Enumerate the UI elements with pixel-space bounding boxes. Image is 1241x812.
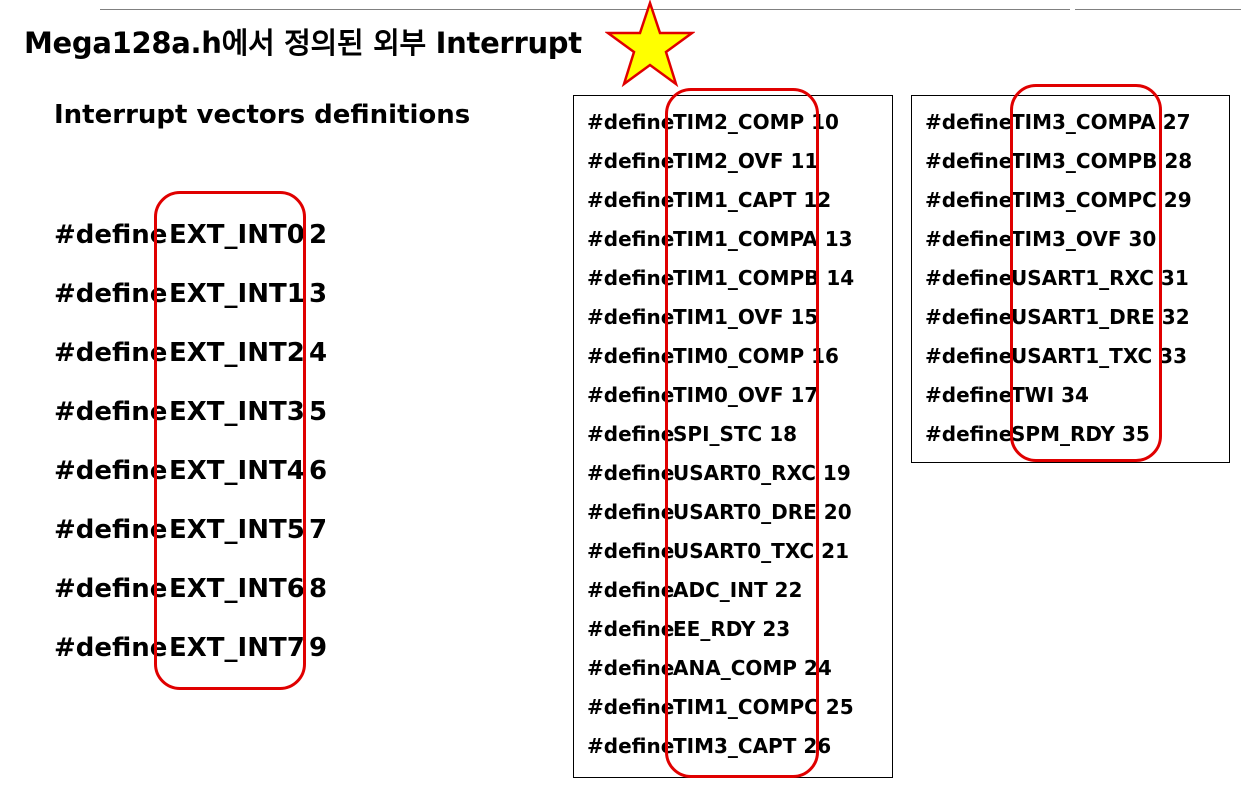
define-keyword: #define xyxy=(587,383,675,407)
vector-definition: TIM3_COMPB 28 xyxy=(1011,149,1193,173)
section-heading: Interrupt vectors definitions xyxy=(54,100,471,130)
vector-definition: EE_RDY 23 xyxy=(673,617,791,641)
vector-definition: SPM_RDY 35 xyxy=(1011,422,1150,446)
vector-definition: ANA_COMP 24 xyxy=(673,656,832,680)
define-keyword: #define xyxy=(587,617,675,641)
define-keyword: #define xyxy=(587,461,675,485)
interrupt-number: 5 xyxy=(309,397,328,427)
define-keyword: #define xyxy=(587,344,675,368)
define-keyword: #define xyxy=(54,279,168,309)
vector-definition: USART0_DRE 20 xyxy=(673,500,852,524)
define-keyword: #define xyxy=(54,456,168,486)
define-keyword: #define xyxy=(925,305,1013,329)
define-keyword: #define xyxy=(925,266,1013,290)
interrupt-number: 7 xyxy=(309,515,328,545)
vector-definition: TIM1_COMPA 13 xyxy=(673,227,853,251)
interrupt-number: 6 xyxy=(309,456,328,486)
interrupt-name: EXT_INT0 xyxy=(169,220,305,250)
define-keyword: #define xyxy=(54,633,168,663)
vector-definition: USART1_RXC 31 xyxy=(1011,266,1189,290)
interrupt-name: EXT_INT6 xyxy=(169,574,305,604)
define-keyword: #define xyxy=(925,227,1013,251)
star-icon xyxy=(605,0,695,88)
define-keyword: #define xyxy=(587,734,675,758)
define-keyword: #define xyxy=(54,220,168,250)
slide-title: Mega128a.h에서 정의된 외부 Interrupt xyxy=(24,26,582,60)
define-keyword: #define xyxy=(587,500,675,524)
interrupt-number: 9 xyxy=(309,633,328,663)
define-keyword: #define xyxy=(54,338,168,368)
interrupt-number: 3 xyxy=(309,279,328,309)
define-keyword: #define xyxy=(587,422,675,446)
vector-definition: TIM3_COMPA 27 xyxy=(1011,110,1191,134)
define-keyword: #define xyxy=(925,188,1013,212)
vector-definition: TIM3_OVF 30 xyxy=(1011,227,1157,251)
define-keyword: #define xyxy=(587,149,675,173)
interrupt-name: EXT_INT1 xyxy=(169,279,305,309)
vector-definition: SPI_STC 18 xyxy=(673,422,798,446)
define-keyword: #define xyxy=(54,397,168,427)
interrupt-name: EXT_INT3 xyxy=(169,397,305,427)
vector-definition: TIM3_CAPT 26 xyxy=(673,734,832,758)
define-keyword: #define xyxy=(925,110,1013,134)
top-divider-line xyxy=(100,9,1070,10)
top-divider-line-right xyxy=(1075,9,1241,10)
define-keyword: #define xyxy=(587,188,675,212)
interrupt-number: 8 xyxy=(309,574,328,604)
define-keyword: #define xyxy=(54,515,168,545)
define-keyword: #define xyxy=(925,344,1013,368)
define-keyword: #define xyxy=(925,149,1013,173)
vector-definition: TIM2_OVF 11 xyxy=(673,149,819,173)
interrupt-name: EXT_INT2 xyxy=(169,338,305,368)
define-keyword: #define xyxy=(587,305,675,329)
vector-definition: TIM0_COMP 16 xyxy=(673,344,839,368)
define-keyword: #define xyxy=(587,695,675,719)
interrupt-name: EXT_INT5 xyxy=(169,515,305,545)
vector-definition: TIM0_OVF 17 xyxy=(673,383,819,407)
define-keyword: #define xyxy=(587,110,675,134)
interrupt-number: 2 xyxy=(309,220,328,250)
vector-definition: USART0_RXC 19 xyxy=(673,461,851,485)
interrupt-number: 4 xyxy=(309,338,328,368)
vector-definition: TIM2_COMP 10 xyxy=(673,110,839,134)
vector-box-middle: #define TIM2_COMP 10 #define TIM2_OVF 11 #de… xyxy=(573,95,893,778)
vector-definition: USART1_DRE 32 xyxy=(1011,305,1190,329)
vector-definition: ADC_INT 22 xyxy=(673,578,803,602)
vector-definition: TIM1_COMPC 25 xyxy=(673,695,854,719)
vector-definition: TIM1_OVF 15 xyxy=(673,305,819,329)
vector-definition: TIM1_COMPB 14 xyxy=(673,266,855,290)
define-keyword: #define xyxy=(54,574,168,604)
define-keyword: #define xyxy=(587,656,675,680)
vector-box-right: #define TIM3_COMPA 27 #define TIM3_COMPB 28… xyxy=(911,95,1230,463)
highlight-external-names xyxy=(154,191,306,690)
vector-definition: TIM3_COMPC 29 xyxy=(1011,188,1192,212)
define-keyword: #define xyxy=(587,227,675,251)
define-keyword: #define xyxy=(925,383,1013,407)
interrupt-name: EXT_INT7 xyxy=(169,633,305,663)
vector-definition: TWI 34 xyxy=(1011,383,1089,407)
define-keyword: #define xyxy=(587,539,675,563)
vector-definition: TIM1_CAPT 12 xyxy=(673,188,832,212)
define-keyword: #define xyxy=(925,422,1013,446)
vector-definition: USART0_TXC 21 xyxy=(673,539,850,563)
interrupt-name: EXT_INT4 xyxy=(169,456,305,486)
define-keyword: #define xyxy=(587,266,675,290)
vector-definition: USART1_TXC 33 xyxy=(1011,344,1188,368)
define-keyword: #define xyxy=(587,578,675,602)
